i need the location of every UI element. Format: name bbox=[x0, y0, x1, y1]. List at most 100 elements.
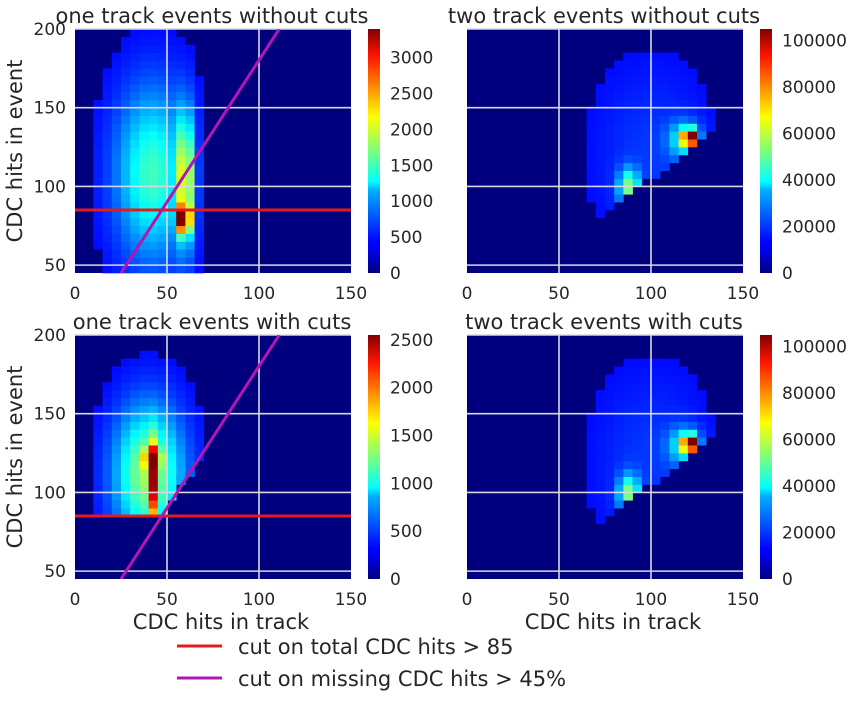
heatmap-cell bbox=[111, 413, 122, 422]
heatmap-cell bbox=[697, 84, 707, 93]
heatmap-cell bbox=[614, 107, 624, 116]
heatmap-cell bbox=[641, 139, 652, 148]
heatmap-cell bbox=[660, 107, 670, 116]
heatmap-cell bbox=[111, 76, 122, 85]
heatmap-cell bbox=[111, 60, 122, 69]
heatmap-cell bbox=[687, 429, 698, 438]
heatmap-cell bbox=[167, 123, 177, 132]
heatmap-cell bbox=[176, 265, 186, 274]
heatmap-cell bbox=[660, 390, 670, 399]
heatmap-cell bbox=[157, 257, 168, 266]
heatmap-cell bbox=[167, 429, 177, 438]
heatmap-cell bbox=[623, 366, 633, 375]
heatmap-cell bbox=[595, 178, 606, 187]
heatmap-cell bbox=[139, 186, 149, 195]
heatmap-cell bbox=[586, 484, 597, 493]
colorbar-tick-label: 60000 bbox=[782, 431, 836, 451]
heatmap-cell bbox=[697, 123, 707, 132]
heatmap-cell bbox=[148, 265, 159, 274]
heatmap-cell bbox=[595, 492, 606, 501]
heatmap-cell bbox=[93, 123, 103, 132]
heatmap-cell bbox=[595, 476, 606, 485]
heatmap-cell bbox=[121, 390, 131, 399]
grid bbox=[75, 28, 351, 273]
heatmap-cell bbox=[176, 186, 186, 195]
heatmap-cell bbox=[614, 500, 624, 509]
heatmap-cell bbox=[595, 186, 606, 195]
heatmap-cell bbox=[595, 131, 606, 140]
heatmap-cell bbox=[687, 139, 698, 148]
heatmap-cell bbox=[678, 107, 689, 116]
heatmap-cell bbox=[595, 390, 606, 399]
heatmap-cell bbox=[185, 390, 195, 399]
heatmap-cell bbox=[632, 453, 643, 462]
heatmap-cell bbox=[148, 508, 159, 517]
heatmap-cell bbox=[595, 115, 606, 124]
heatmap-cell bbox=[706, 421, 716, 430]
heatmap-cell bbox=[130, 44, 140, 53]
heatmap-cell bbox=[157, 162, 168, 171]
heatmap-cell bbox=[185, 52, 195, 61]
heatmap-cell bbox=[605, 445, 615, 454]
heatmap-cell bbox=[176, 249, 186, 258]
heatmap-cell bbox=[157, 358, 168, 367]
heatmap-cell bbox=[130, 84, 140, 93]
heatmap-cell bbox=[148, 429, 159, 438]
heatmap-cell bbox=[586, 437, 597, 446]
heatmap-cell bbox=[614, 170, 624, 179]
heatmap-cell bbox=[148, 476, 159, 485]
colorbar-gradient bbox=[368, 29, 380, 273]
heatmap-cell bbox=[641, 476, 652, 485]
heatmap-cell bbox=[185, 225, 195, 234]
heatmap-cell bbox=[148, 99, 159, 109]
heatmap-cell bbox=[623, 147, 633, 156]
heatmap-cell bbox=[157, 68, 168, 77]
heatmap-cell bbox=[148, 397, 159, 407]
heatmap-cell bbox=[121, 162, 131, 171]
heatmap-cell bbox=[167, 99, 177, 109]
heatmap-cell bbox=[148, 445, 159, 454]
heatmap-cell bbox=[614, 460, 624, 470]
heatmap-cell bbox=[194, 131, 205, 140]
panel-title: one track events without cuts bbox=[56, 4, 369, 28]
heatmap-cell bbox=[167, 437, 177, 446]
heatmap-cell bbox=[614, 91, 624, 101]
heatmap-cell bbox=[130, 68, 140, 77]
heatmap-cell bbox=[130, 358, 140, 367]
heatmap-cell bbox=[632, 68, 643, 77]
heatmap-cell bbox=[651, 154, 661, 164]
heatmap-cell bbox=[121, 453, 131, 462]
x-axis-label: CDC hits in track bbox=[525, 610, 702, 634]
heatmap-cell bbox=[167, 249, 177, 258]
heatmap-cell bbox=[111, 139, 122, 148]
legend-label: cut on total CDC hits > 85 bbox=[238, 635, 513, 659]
heatmap-cell bbox=[623, 437, 633, 446]
heatmap-cell bbox=[669, 413, 679, 422]
heatmap-cell bbox=[102, 476, 113, 485]
heatmap-cell bbox=[185, 437, 195, 446]
heatmap-cell bbox=[660, 154, 670, 164]
heatmap-cell bbox=[641, 91, 652, 101]
heatmap-cell bbox=[669, 147, 679, 156]
heatmap-cell bbox=[614, 390, 624, 399]
heatmap-cell bbox=[697, 405, 707, 415]
heatmap-cell bbox=[632, 60, 643, 69]
heatmap-cell bbox=[651, 390, 661, 399]
heatmap-cell bbox=[139, 170, 149, 179]
heatmap-cell bbox=[148, 29, 159, 38]
heatmap-cell bbox=[121, 366, 131, 375]
heatmap-cell bbox=[687, 99, 698, 109]
heatmap-cell bbox=[687, 131, 698, 140]
heatmap-cell bbox=[687, 115, 698, 124]
heatmap-cell bbox=[111, 233, 122, 242]
heatmap-cell bbox=[121, 397, 131, 407]
heatmap-cell bbox=[130, 397, 140, 407]
heatmap-cell bbox=[623, 107, 633, 116]
heatmap-cell bbox=[605, 421, 615, 430]
heatmap-cell bbox=[651, 382, 661, 391]
heatmap-cell bbox=[102, 84, 113, 93]
heatmap-cell bbox=[121, 178, 131, 187]
heatmap-cell bbox=[93, 131, 103, 140]
heatmap-cell bbox=[148, 123, 159, 132]
heatmap-cell bbox=[111, 468, 122, 477]
